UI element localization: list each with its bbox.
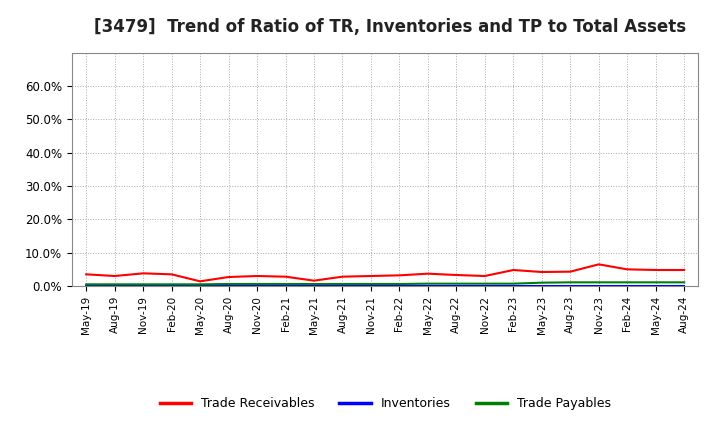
Text: [3479]  Trend of Ratio of TR, Inventories and TP to Total Assets: [3479] Trend of Ratio of TR, Inventories… [94,18,685,36]
Legend: Trade Receivables, Inventories, Trade Payables: Trade Receivables, Inventories, Trade Pa… [155,392,616,415]
